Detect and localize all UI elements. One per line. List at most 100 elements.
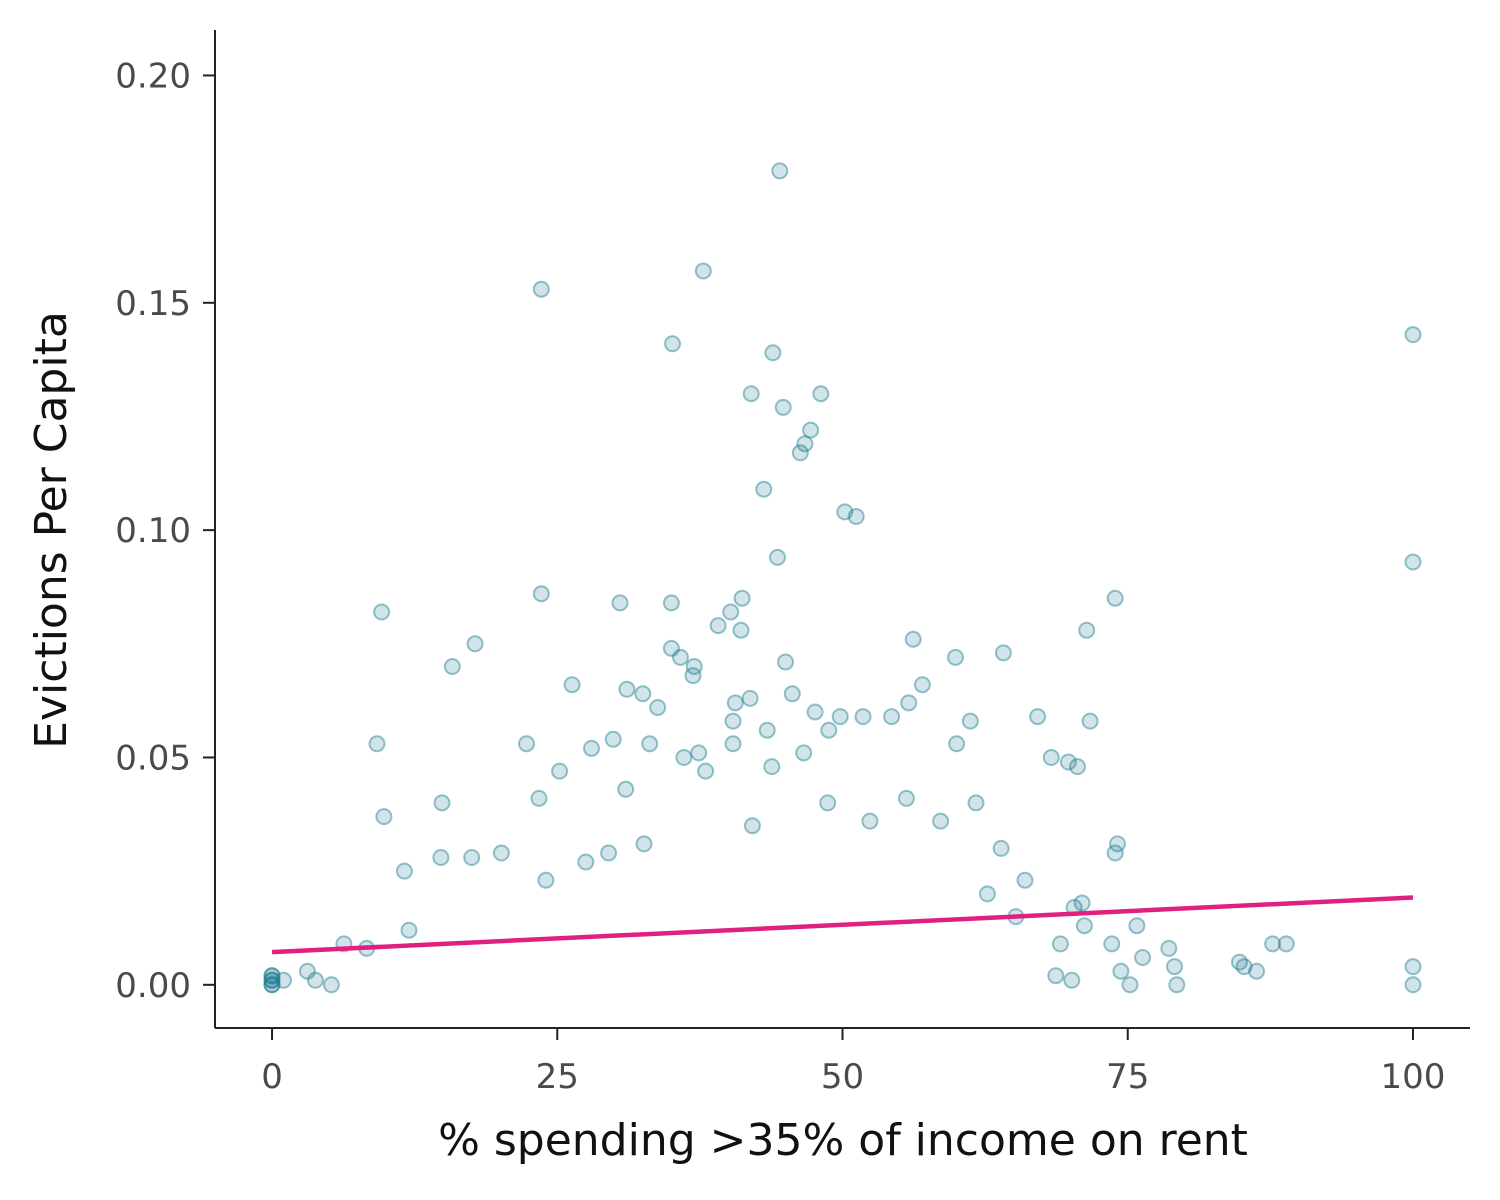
data-point [847, 508, 865, 525]
data-point [1042, 749, 1060, 766]
y-axis-title: Evictions Per Capita [26, 311, 77, 749]
data-point [634, 685, 652, 703]
data-point [551, 762, 569, 780]
data-point [812, 385, 830, 403]
data-point [1109, 835, 1126, 853]
data-point [532, 585, 550, 603]
data-point [796, 435, 814, 453]
data-point [690, 744, 708, 762]
data-point [1404, 553, 1422, 571]
data-point [947, 648, 964, 666]
data-point [783, 685, 801, 703]
data-point [373, 603, 391, 621]
data-point [1106, 844, 1124, 862]
x-tick-label: 100 [1381, 1057, 1446, 1097]
data-point [1404, 958, 1422, 976]
data-point [861, 812, 879, 830]
data-point [466, 635, 484, 653]
data-point [443, 658, 461, 675]
data-point [263, 967, 281, 985]
x-tick-label: 75 [1106, 1057, 1149, 1097]
data-point [774, 398, 792, 416]
data-point [618, 680, 636, 698]
data-point [1112, 962, 1130, 980]
data-point [600, 844, 618, 862]
data-point [1063, 971, 1081, 989]
data-point [978, 885, 996, 903]
data-point [802, 421, 820, 439]
data-point [694, 262, 712, 280]
data-point [724, 712, 742, 730]
data-point [967, 794, 985, 812]
points-layer [263, 162, 1422, 994]
data-point [664, 335, 681, 353]
data-point [1168, 976, 1186, 994]
data-point [854, 708, 872, 726]
data-point [530, 789, 548, 807]
x-axis-title: % spending >35% of income on rent [438, 1115, 1248, 1166]
data-point [1166, 958, 1183, 976]
data-point [617, 780, 635, 798]
data-point [831, 708, 849, 726]
data-point [741, 689, 759, 707]
data-point [635, 835, 653, 853]
data-point [755, 480, 773, 498]
data-point [1103, 935, 1121, 953]
data-point [1106, 589, 1124, 607]
data-point [709, 617, 727, 635]
trend-layer [271, 895, 1414, 955]
data-point [672, 648, 689, 666]
data-point [1235, 958, 1253, 976]
data-point [948, 735, 966, 753]
data-point [604, 730, 622, 748]
data-point [897, 789, 915, 807]
trend-line [271, 895, 1414, 955]
y-tick-label: 0.05 [115, 738, 191, 778]
data-point [611, 594, 629, 612]
data-point [795, 744, 813, 762]
data-point [1029, 708, 1047, 726]
data-point [275, 971, 292, 989]
data-point [492, 844, 510, 862]
data-point [733, 589, 751, 607]
data-point [1047, 967, 1065, 985]
data-point [726, 694, 744, 712]
data-point [1073, 894, 1091, 912]
data-point [819, 794, 837, 812]
data-point [641, 735, 659, 753]
data-point [742, 385, 760, 403]
data-point [298, 962, 316, 980]
data-point [537, 871, 555, 889]
data-point [883, 708, 901, 726]
data-point [432, 849, 450, 866]
data-point [662, 639, 680, 657]
data-point [1069, 758, 1086, 776]
data-point [1081, 712, 1099, 730]
data-point [1051, 935, 1069, 953]
data-point [961, 712, 979, 730]
data-point [1016, 871, 1034, 889]
data-point [433, 794, 451, 812]
y-tick-label: 0.00 [115, 966, 191, 1006]
data-point [1134, 949, 1152, 966]
y-tick-label: 0.15 [115, 284, 191, 324]
data-point [904, 630, 922, 648]
data-point [1248, 962, 1266, 980]
data-point [758, 721, 776, 739]
data-point [1264, 935, 1282, 953]
data-point [1121, 976, 1139, 994]
data-point [532, 280, 550, 298]
data-point [724, 735, 742, 753]
data-point [263, 976, 281, 994]
data-point [743, 817, 761, 835]
data-point [1404, 976, 1422, 994]
data-point [375, 808, 393, 826]
data-point [675, 749, 693, 766]
data-point [820, 721, 838, 739]
data-point [263, 976, 281, 994]
data-point [1160, 939, 1178, 957]
data-point [583, 739, 600, 757]
data-point [563, 676, 581, 694]
